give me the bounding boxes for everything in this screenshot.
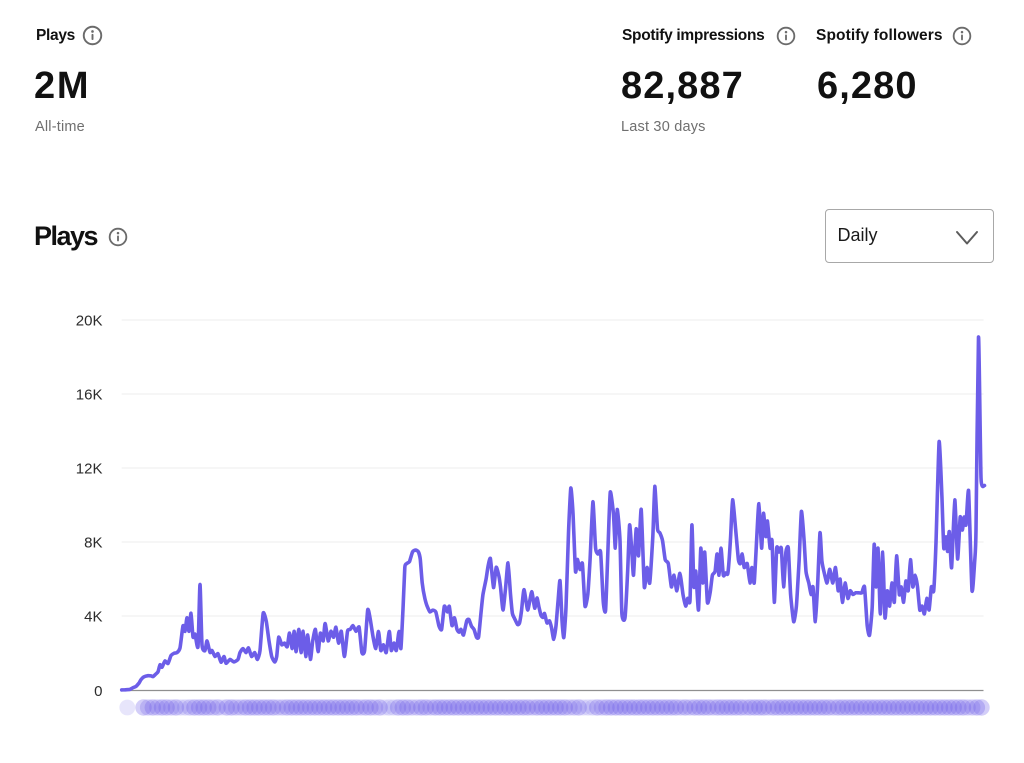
svg-text:20K: 20K <box>76 312 103 329</box>
svg-text:12K: 12K <box>76 460 103 477</box>
svg-text:4K: 4K <box>84 608 102 625</box>
svg-text:8K: 8K <box>84 534 102 551</box>
svg-text:16K: 16K <box>76 386 103 403</box>
svg-text:0: 0 <box>94 683 102 700</box>
